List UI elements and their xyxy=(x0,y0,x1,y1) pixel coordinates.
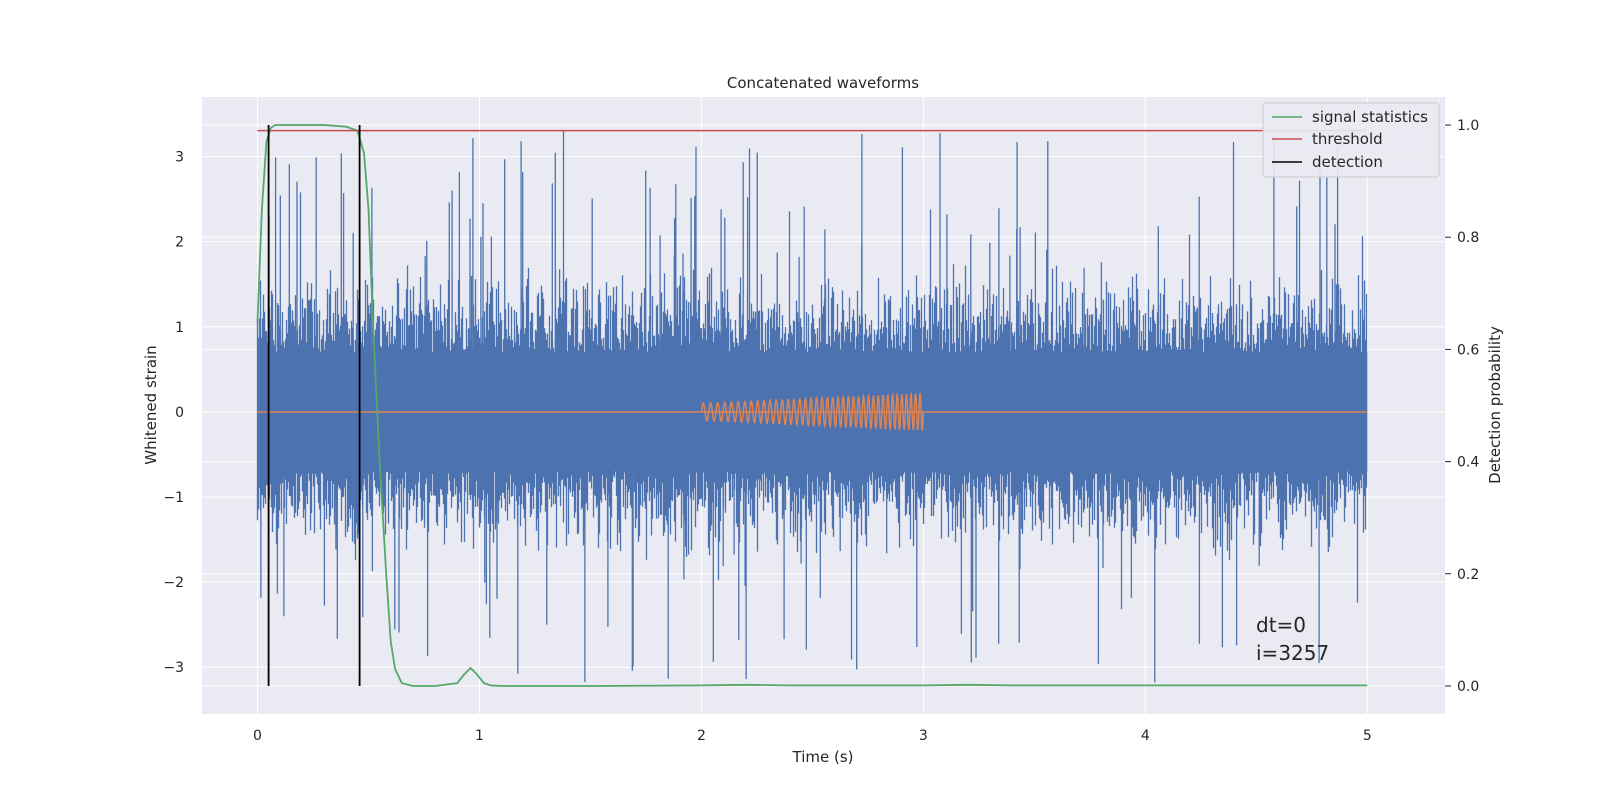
injection-layer xyxy=(257,391,1368,432)
y-tick-label: −3 xyxy=(163,660,184,676)
y2-tick-label: 0.6 xyxy=(1457,342,1479,358)
x-tick-label: 5 xyxy=(1363,728,1372,744)
legend-box xyxy=(1262,102,1440,178)
y2-axis-label: Detection probability xyxy=(1486,326,1504,484)
y-tick-label: −1 xyxy=(163,490,184,506)
x-tick-label: 2 xyxy=(697,728,706,744)
legend: signal statistics threshold detection xyxy=(1262,102,1440,178)
x-tick-label: 4 xyxy=(1141,728,1150,744)
legend-label-detection: detection xyxy=(1312,153,1383,171)
y2-tick-label: 0.4 xyxy=(1457,455,1479,471)
injection-chirp xyxy=(700,391,925,432)
x-tick-label: 1 xyxy=(475,728,484,744)
chart-title: Concatenated waveforms xyxy=(727,74,919,92)
x-tick-label: 0 xyxy=(253,728,262,744)
y-tick-label: −2 xyxy=(163,575,184,591)
y2-tick-label: 0.0 xyxy=(1457,679,1479,695)
y2-tick-label: 0.8 xyxy=(1457,230,1479,246)
y-tick-label: 0 xyxy=(175,405,184,421)
tick-layer: 0 1 2 3 4 5 −3 −2 −1 0 1 2 3 0.0 0.2 0.4 0.6 0.8 1.0 xyxy=(163,118,1479,744)
y-tick-label: 2 xyxy=(175,235,184,251)
annotation-dt: dt=0 xyxy=(1256,613,1306,637)
x-tick-label: 3 xyxy=(919,728,928,744)
x-axis-label: Time (s) xyxy=(792,748,854,766)
signal-statistics-line xyxy=(256,124,1368,687)
y-axis-label: Whitened strain xyxy=(142,345,160,464)
y-tick-label: 1 xyxy=(175,320,184,336)
legend-label-signal-statistics: signal statistics xyxy=(1312,108,1428,126)
annotation-i: i=3257 xyxy=(1256,641,1329,665)
series-layer xyxy=(256,124,1368,687)
y2-tick-label: 1.0 xyxy=(1457,118,1479,134)
legend-label-threshold: threshold xyxy=(1312,130,1383,148)
y-tick-label: 3 xyxy=(175,150,184,166)
y2-tick-label: 0.2 xyxy=(1457,567,1479,583)
